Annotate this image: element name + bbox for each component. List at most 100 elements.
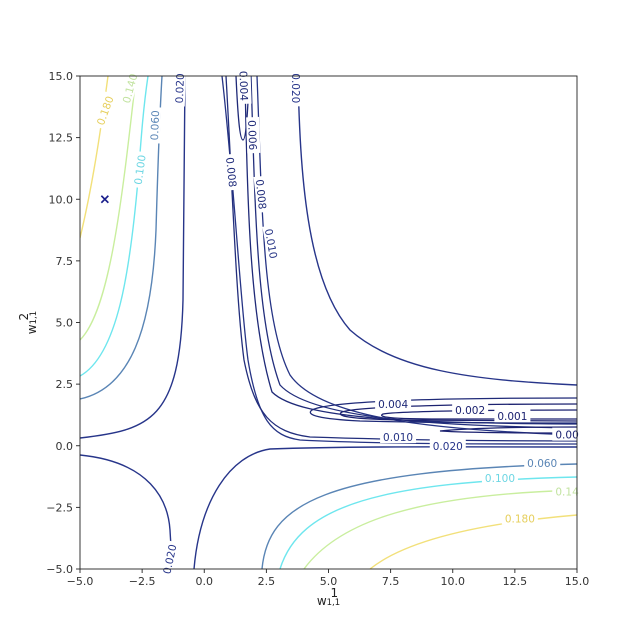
contour-label: 0.010	[262, 224, 282, 263]
x-axis-label-base: w	[317, 594, 327, 608]
x-axis-ticks: −5.0 −2.5 0.0 2.5 5.0 7.5 10.0 12.5 15.0	[67, 569, 590, 588]
contour-label-text: 0.006	[245, 120, 258, 151]
contour-label-gap	[552, 427, 582, 441]
contour-line-0.140	[303, 489, 577, 569]
contour-line-0.006	[235, 76, 250, 141]
x-tick-label: 0.0	[196, 575, 214, 588]
contour-line-0.100	[80, 76, 149, 377]
contour-label-text: 0.008	[253, 179, 268, 210]
contour-label: 0.008	[253, 175, 271, 213]
y-tick-label: 15.0	[49, 70, 74, 83]
contour-label-gap	[524, 456, 561, 470]
x-axis-label-sup: 1	[331, 586, 339, 600]
contour-label-gap	[158, 540, 180, 578]
y-tick-label: 10.0	[49, 193, 74, 206]
contour-label-gap	[246, 116, 261, 154]
contour-label: 0.00	[552, 427, 582, 442]
contour-label-text: 0.14	[555, 486, 579, 498]
contour-label-gap	[380, 430, 417, 444]
contour-line-0.008	[250, 76, 577, 429]
contour-label: 0.060	[146, 107, 162, 144]
contour-label-text: 0.002	[455, 405, 485, 417]
contour-label-text: 0.010	[262, 228, 279, 260]
contour-label: 0.008	[223, 153, 241, 191]
contour-label-text: 0.020	[433, 441, 463, 453]
marker-layer	[100, 195, 109, 204]
contour-label-text: 0.060	[149, 110, 162, 140]
contour-line-0.020	[80, 76, 186, 439]
contour-line-0.060	[261, 463, 577, 569]
contour-label-text: 0.001	[497, 411, 527, 423]
contour-label-text: 0.100	[133, 154, 149, 185]
contour-label: 0.020	[171, 70, 187, 107]
y-axis-label-sup: 2	[17, 313, 31, 321]
contour-label-gap	[118, 69, 141, 108]
contour-label-text: 0.020	[289, 73, 301, 103]
contour-label: 0.060	[524, 456, 561, 470]
contour-label-text: 0.00	[555, 430, 578, 442]
contour-label-gap	[494, 409, 531, 423]
y-tick-label: 7.5	[56, 255, 74, 268]
y-axis-label-sub: 1,1	[29, 311, 39, 325]
x-tick-label: 2.5	[258, 575, 276, 588]
contour-label-gap	[146, 107, 162, 144]
contour-label-gap	[452, 403, 489, 417]
y-tick-label: 2.5	[56, 378, 74, 391]
x-marker	[100, 195, 109, 204]
y-tick-label: 12.5	[49, 132, 74, 145]
contour-label-text: 0.060	[527, 458, 557, 470]
contour-label-text: 0.010	[383, 432, 413, 444]
contour-label-text: 0.020	[174, 73, 187, 103]
contour-label-gap	[501, 511, 538, 525]
x-axis-label: w1,1	[317, 594, 340, 608]
y-tick-label: 5.0	[56, 317, 74, 330]
contour-label-gap	[375, 396, 412, 410]
contour-label-gap	[237, 67, 252, 105]
contour-label-text: 0.004	[378, 399, 408, 411]
contour-label: 0.002	[452, 403, 489, 417]
y-tick-label: −2.5	[46, 501, 73, 514]
contour-label: 0.020	[429, 438, 466, 453]
contour-label-gap	[552, 484, 582, 498]
contour-line-0.140	[80, 76, 137, 341]
contour-label: 0.004	[236, 67, 252, 105]
y-tick-label: −5.0	[46, 563, 73, 576]
x-tick-label: −2.5	[129, 575, 156, 588]
x-tick-label: 12.5	[503, 575, 528, 588]
contour-label: 0.004	[375, 396, 412, 411]
contour-label-gap	[253, 175, 271, 213]
x-axis-label-sub: 1,1	[327, 598, 341, 608]
contour-label-gap	[481, 470, 518, 484]
contour-line-0.020	[297, 76, 577, 386]
contour-label-gap	[262, 224, 282, 263]
contour-label-gap	[290, 70, 304, 107]
contour-line-0.020	[193, 446, 577, 569]
contour-label-gap	[171, 70, 187, 107]
contour-label-gap	[92, 91, 117, 130]
y-axis-label: w1,1	[25, 311, 39, 334]
x-tick-label: 15.0	[565, 575, 590, 588]
contour-label: 0.006	[245, 116, 261, 154]
contour-label: 0.020	[289, 70, 304, 107]
contour-label-gap	[130, 150, 149, 189]
x-tick-label: −5.0	[67, 575, 94, 588]
contour-label: 0.100	[481, 470, 518, 485]
x-tick-label: 7.5	[382, 575, 400, 588]
contour-label-text: 0.008	[223, 157, 238, 188]
contour-label: 0.001	[494, 409, 531, 423]
contour-label-text: 0.100	[485, 473, 515, 485]
x-tick-label: 5.0	[320, 575, 338, 588]
contour-label-text: 0.180	[505, 513, 535, 525]
y-axis-label-base: w	[25, 324, 39, 334]
y-tick-label: 0.0	[56, 440, 74, 453]
y-axis-ticks: −5.0 −2.5 0.0 2.5 5.0 7.5 10.0 12.5 15.0	[46, 70, 80, 576]
contour-label: 0.180	[501, 511, 538, 525]
contour-label: 0.010	[380, 430, 417, 444]
contour-label: 0.14	[552, 484, 582, 498]
contour-label-text: 0.004	[236, 71, 249, 102]
contour-line-0.004	[309, 397, 577, 424]
contour-label: 0.100	[130, 150, 149, 189]
